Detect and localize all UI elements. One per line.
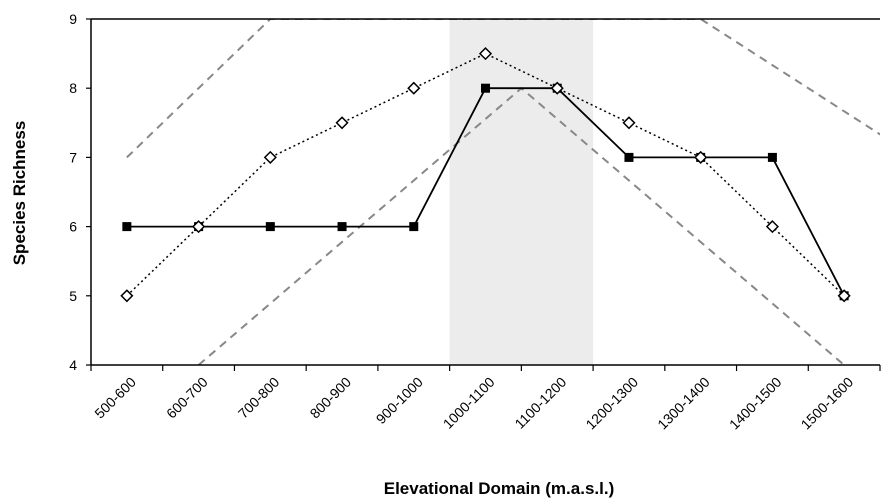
x-tick-label-1000-1100: 1000-1100 [440, 374, 498, 432]
series-1-point-500-600 [122, 222, 132, 232]
series-1-point-700-800 [265, 222, 275, 232]
x-tick-label-600-700: 600-700 [163, 374, 211, 422]
series-2-point-800-900 [335, 116, 349, 130]
y-axis-title: Species Richness [10, 121, 29, 266]
x-axis-title: Elevational Domain (m.a.s.l.) [384, 479, 615, 498]
series-2-point-1200-1300 [622, 116, 636, 130]
x-tick-label-900-1000: 900-1000 [373, 374, 426, 427]
y-tick-label-4: 4 [69, 357, 77, 373]
y-tick-label-8: 8 [69, 80, 77, 96]
y-tick-label-6: 6 [69, 219, 77, 235]
series-2-point-1400-1500 [765, 220, 779, 234]
series-2-point-1000-1100 [478, 47, 493, 61]
series-2-line [126, 52, 845, 297]
x-tick-label-1300-1400: 1300-1400 [654, 374, 713, 433]
x-tick-label-1100-1200: 1100-1200 [511, 374, 569, 432]
series-1-point-800-900 [337, 222, 347, 232]
highlight-band [449, 19, 594, 365]
x-tick-label-1400-1500: 1400-1500 [726, 374, 785, 433]
series-1-point-900-1000 [409, 222, 419, 232]
y-tick-label-9: 9 [69, 11, 77, 27]
series-2-point-1300-1400 [694, 150, 708, 164]
x-tick-label-700-800: 700-800 [235, 374, 283, 422]
series-2-point-1100-1200 [550, 81, 564, 95]
series-1-point-1000-1100 [481, 83, 490, 93]
x-tick-label-800-900: 800-900 [307, 374, 355, 422]
series-2-point-700-800 [263, 150, 277, 164]
series-2-point-900-1000 [407, 81, 421, 95]
x-tick-label-1500-1600: 1500-1600 [798, 374, 857, 433]
x-tick-label-500-600: 500-600 [91, 374, 139, 422]
x-tick-label-1200-1300: 1200-1300 [582, 374, 641, 433]
series-2-point-500-600 [120, 289, 134, 303]
upper-bound-line [126, 19, 880, 159]
series-2-point-1500-1600 [837, 289, 851, 303]
y-tick-label-5: 5 [69, 288, 77, 304]
series-1-point-1400-1500 [767, 152, 777, 162]
series-1-point-1200-1300 [624, 152, 634, 162]
series-2-point-600-700 [192, 220, 206, 234]
y-tick-label-7: 7 [69, 149, 77, 165]
